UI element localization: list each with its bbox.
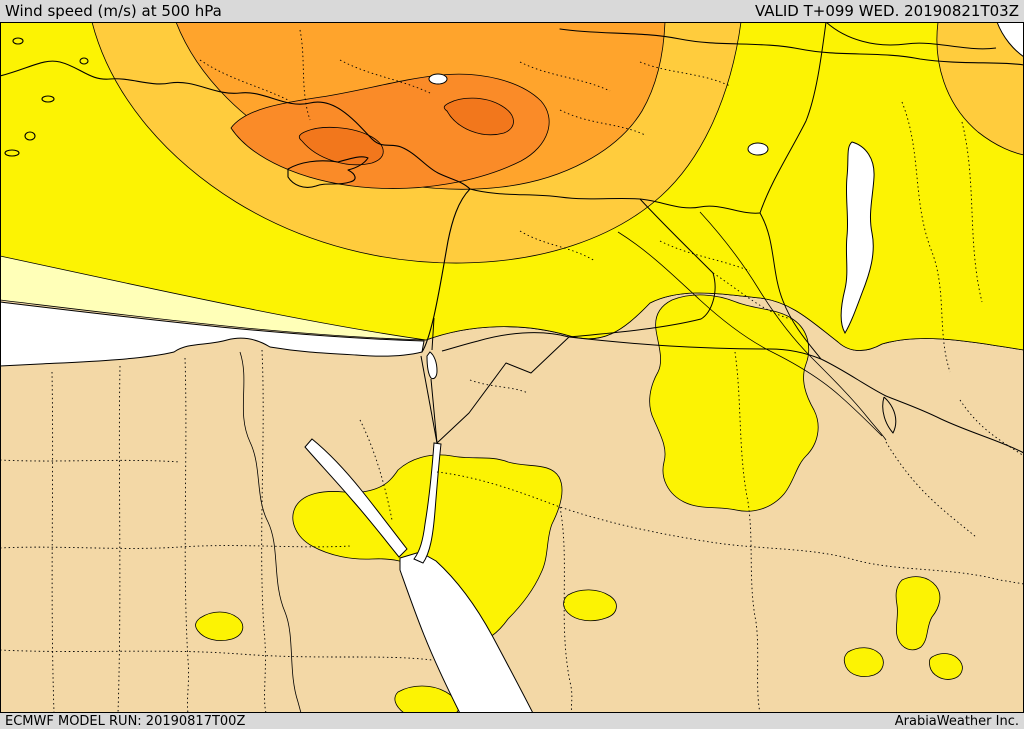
border-syria-iraq: [568, 198, 716, 338]
border-jordan-saudi: [436, 336, 570, 444]
border-iraq-saudi: [568, 336, 1024, 454]
wind-speed-bands: [0, 22, 1024, 351]
border-caucasus: [825, 22, 997, 50]
wind-band-gold-northeast: [936, 22, 1024, 156]
aegean-island-2: [41, 95, 55, 103]
lake-van: [747, 142, 769, 156]
red-sea: [399, 551, 534, 713]
east-lake: [840, 141, 875, 334]
wind-patch-southeast-1: [895, 576, 941, 651]
map-canvas: [0, 22, 1024, 713]
border-turkey-syria: [469, 188, 761, 214]
euphrates-river: [617, 231, 883, 437]
aegean-island-3: [79, 57, 89, 65]
valid-time-label: VALID T+099 WED. 20190821T03Z: [754, 2, 1019, 20]
border-syria-jordan: [441, 332, 570, 352]
page-title: Wind speed (m/s) at 500 hPa: [5, 2, 222, 20]
brand-label: ArabiaWeather Inc.: [894, 713, 1019, 729]
dead-sea: [426, 351, 438, 380]
admin-boundaries: [0, 29, 1024, 713]
wind-patch-southeast-2: [843, 647, 884, 677]
border-jordan-valley: [430, 317, 438, 444]
weather-map: [0, 22, 1024, 713]
anatolia-levant-coastline: [0, 60, 471, 353]
wind-patch-egypt: [195, 611, 244, 641]
aegean-island-4: [24, 131, 36, 141]
nile-river: [239, 351, 302, 713]
wind-patch-southeast-3: [929, 653, 963, 680]
border-iraq-iran: [759, 212, 822, 360]
border-kuwait: [882, 396, 897, 434]
border-turkey-east: [759, 22, 827, 214]
footer-bar: ECMWF MODEL RUN: 20190817T00Z ArabiaWeat…: [0, 713, 1024, 729]
black-sea-coastline: [559, 28, 1024, 66]
model-run-label: ECMWF MODEL RUN: 20190817T00Z: [5, 713, 246, 729]
aegean-island-5: [4, 149, 20, 157]
cyprus-island: [287, 156, 369, 188]
gulf-of-aqaba: [413, 442, 442, 564]
wind-band-core-east: [443, 97, 514, 136]
wind-patch-small: [563, 589, 617, 622]
caspian-corner: [996, 22, 1024, 58]
coastlines: [0, 28, 1024, 713]
country-borders: [420, 22, 1024, 454]
gulf-of-suez: [304, 438, 408, 558]
mediterranean-sea: [0, 301, 425, 367]
lake-tuz: [428, 73, 448, 85]
aegean-island-1: [12, 37, 24, 45]
border-egypt-israel: [420, 355, 438, 444]
wind-band-core-west: [298, 127, 384, 166]
header-bar: Wind speed (m/s) at 500 hPa VALID T+099 …: [0, 0, 1024, 22]
seas: [0, 22, 1024, 713]
wind-patch-east: [649, 294, 819, 512]
tigris-river: [699, 211, 887, 441]
